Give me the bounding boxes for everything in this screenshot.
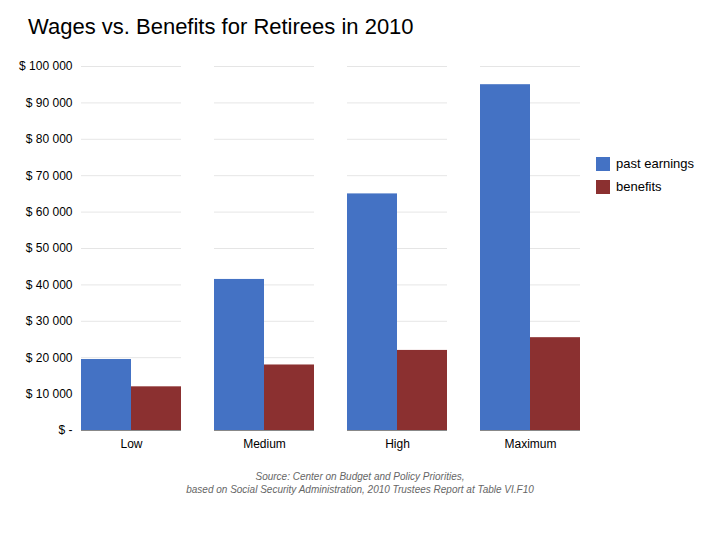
svg-text:Low: Low (120, 437, 142, 451)
html-text:past earnings: past earnings (616, 156, 695, 171)
svg-text:Maximum: Maximum (504, 437, 556, 451)
svg-text:$ 60 000: $ 60 000 (26, 205, 73, 219)
html-text:based on Social Security Admin: based on Social Security Administration,… (186, 484, 534, 495)
svg-text:$ 100 000: $ 100 000 (19, 59, 73, 73)
html-text:Wages vs. Benefits for Retiree: Wages vs. Benefits for Retirees in 2010 (28, 14, 414, 39)
svg-text:$ 10 000: $ 10 000 (26, 387, 73, 401)
html-text:Source: Center on Budget and P: Source: Center on Budget and Policy Prio… (255, 471, 465, 482)
svg-text:$ 40 000: $ 40 000 (26, 278, 73, 292)
svg-text:$ 30 000: $ 30 000 (26, 314, 73, 328)
svg-text:$ 50 000: $ 50 000 (26, 241, 73, 255)
svg-text:$ 70 000: $ 70 000 (26, 169, 73, 183)
html-text:benefits: benefits (616, 179, 662, 194)
svg-text:$ -: $ - (58, 423, 72, 437)
svg-text:$ 80 000: $ 80 000 (26, 132, 73, 146)
svg-text:$ 90 000: $ 90 000 (26, 96, 73, 110)
svg-text:High: High (385, 437, 410, 451)
svg-text:$ 20 000: $ 20 000 (26, 351, 73, 365)
svg-text:Medium: Medium (243, 437, 286, 451)
